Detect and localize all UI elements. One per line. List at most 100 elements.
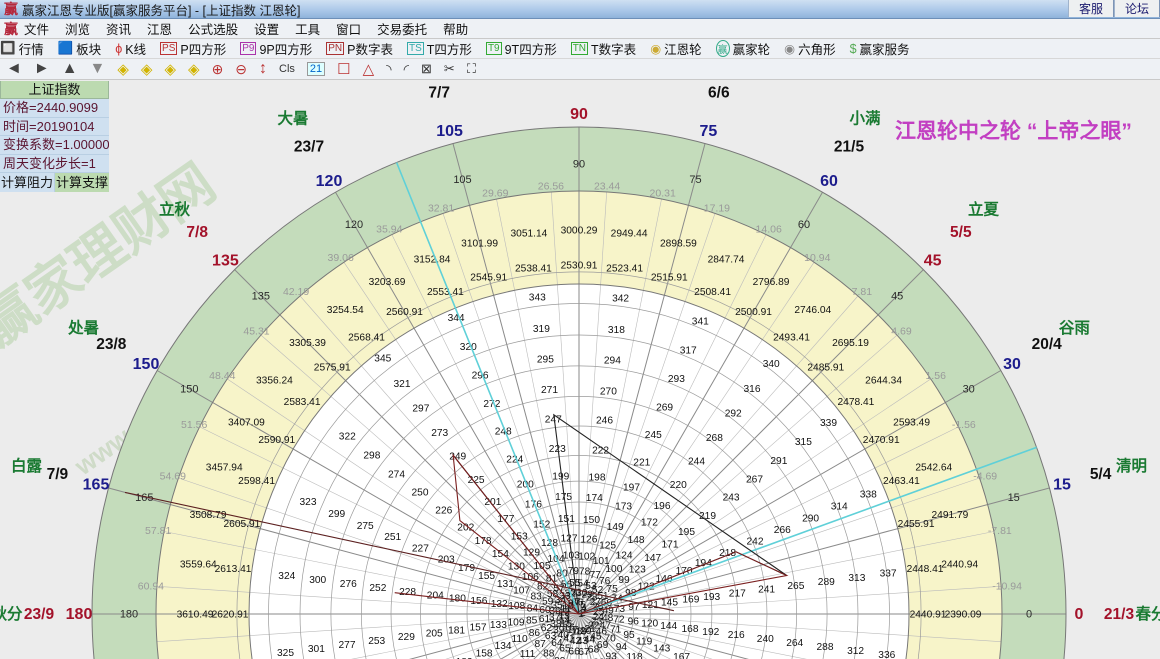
svg-text:167: 167 — [673, 652, 690, 659]
svg-text:173: 173 — [615, 502, 632, 513]
svg-text:20/4: 20/4 — [1032, 336, 1063, 353]
svg-text:42.19: 42.19 — [283, 286, 309, 298]
svg-text:143: 143 — [653, 644, 670, 655]
svg-text:290: 290 — [802, 514, 819, 525]
svg-text:123: 123 — [629, 565, 646, 576]
svg-text:2613.41: 2613.41 — [215, 564, 252, 575]
svg-text:344: 344 — [448, 313, 465, 324]
svg-text:3559.64: 3559.64 — [180, 559, 217, 570]
svg-text:315: 315 — [795, 437, 812, 448]
svg-text:7/8: 7/8 — [186, 224, 208, 241]
svg-text:29.69: 29.69 — [482, 188, 508, 200]
svg-text:318: 318 — [608, 325, 625, 336]
svg-text:2553.41: 2553.41 — [427, 287, 464, 298]
svg-text:195: 195 — [678, 527, 695, 538]
svg-text:2542.64: 2542.64 — [915, 462, 952, 473]
svg-text:324: 324 — [278, 571, 295, 582]
svg-text:60: 60 — [820, 173, 838, 190]
svg-text:252: 252 — [369, 583, 386, 594]
svg-text:227: 227 — [412, 544, 429, 555]
svg-text:158: 158 — [476, 649, 493, 659]
svg-text:340: 340 — [763, 359, 780, 370]
svg-text:75: 75 — [700, 123, 718, 140]
svg-text:240: 240 — [757, 634, 774, 645]
svg-text:243: 243 — [723, 493, 740, 504]
svg-text:秋分: 秋分 — [0, 604, 23, 623]
svg-text:293: 293 — [668, 374, 685, 385]
svg-text:202: 202 — [457, 523, 474, 534]
svg-text:2575.91: 2575.91 — [314, 363, 351, 374]
svg-text:220: 220 — [670, 480, 687, 491]
svg-text:295: 295 — [537, 355, 554, 366]
svg-text:2440.91: 2440.91 — [910, 609, 947, 620]
svg-text:264: 264 — [786, 638, 803, 649]
svg-text:90: 90 — [573, 159, 585, 171]
svg-text:131: 131 — [497, 579, 514, 590]
svg-text:174: 174 — [586, 493, 603, 504]
svg-text:297: 297 — [412, 403, 429, 414]
svg-text:5/4: 5/4 — [1090, 466, 1112, 483]
svg-text:105: 105 — [453, 174, 471, 186]
svg-text:23/9: 23/9 — [24, 606, 55, 623]
svg-text:193: 193 — [703, 592, 720, 603]
svg-text:51.56: 51.56 — [181, 419, 207, 431]
svg-text:-7.81: -7.81 — [988, 525, 1012, 537]
svg-text:2485.91: 2485.91 — [807, 363, 844, 374]
svg-text:72: 72 — [613, 615, 625, 626]
svg-text:3508.79: 3508.79 — [190, 510, 227, 521]
svg-text:342: 342 — [612, 294, 629, 305]
svg-text:135: 135 — [252, 290, 270, 302]
svg-text:241: 241 — [758, 585, 775, 596]
svg-text:48.44: 48.44 — [209, 370, 235, 382]
svg-text:192: 192 — [702, 627, 719, 638]
svg-text:320: 320 — [460, 342, 477, 353]
svg-text:14.06: 14.06 — [756, 224, 782, 236]
svg-text:150: 150 — [583, 515, 600, 526]
svg-text:2508.41: 2508.41 — [694, 287, 731, 298]
svg-text:3254.54: 3254.54 — [327, 305, 364, 316]
svg-text:15: 15 — [1053, 477, 1071, 494]
svg-text:217: 217 — [729, 589, 746, 600]
svg-text:322: 322 — [339, 432, 356, 443]
svg-text:129: 129 — [523, 548, 540, 559]
svg-text:343: 343 — [529, 292, 546, 303]
svg-text:处暑: 处暑 — [67, 318, 99, 337]
svg-text:345: 345 — [374, 354, 391, 365]
svg-text:216: 216 — [728, 630, 745, 641]
svg-text:2478.41: 2478.41 — [837, 397, 874, 408]
svg-text:3051.14: 3051.14 — [510, 229, 547, 240]
svg-text:2463.41: 2463.41 — [883, 476, 920, 487]
svg-text:白露: 白露 — [11, 456, 43, 475]
svg-text:198: 198 — [589, 473, 606, 484]
svg-text:120: 120 — [316, 173, 343, 190]
svg-text:2538.41: 2538.41 — [515, 263, 552, 274]
svg-text:大暑: 大暑 — [277, 109, 308, 128]
svg-text:145: 145 — [661, 598, 678, 609]
svg-text:294: 294 — [604, 356, 621, 367]
svg-text:2568.41: 2568.41 — [348, 333, 385, 344]
svg-text:317: 317 — [680, 346, 697, 357]
svg-text:6/6: 6/6 — [708, 84, 730, 101]
svg-text:2515.91: 2515.91 — [651, 272, 688, 283]
svg-text:-4.69: -4.69 — [973, 471, 997, 483]
svg-text:3152.84: 3152.84 — [414, 255, 451, 266]
svg-text:289: 289 — [818, 577, 835, 588]
svg-text:204: 204 — [427, 591, 444, 602]
svg-text:77: 77 — [590, 570, 602, 581]
svg-text:-10.94: -10.94 — [992, 580, 1022, 592]
svg-text:39.06: 39.06 — [328, 252, 354, 264]
svg-text:337: 337 — [880, 569, 897, 580]
svg-text:107: 107 — [513, 586, 530, 597]
svg-text:23/8: 23/8 — [96, 336, 127, 353]
svg-text:313: 313 — [848, 573, 865, 584]
svg-text:273: 273 — [431, 428, 448, 439]
svg-text:341: 341 — [692, 316, 709, 327]
svg-text:谷雨: 谷雨 — [1059, 319, 1090, 337]
svg-text:99: 99 — [618, 575, 630, 586]
svg-text:319: 319 — [533, 324, 550, 335]
svg-text:288: 288 — [817, 642, 834, 653]
svg-text:2523.41: 2523.41 — [606, 263, 643, 274]
svg-text:109: 109 — [508, 618, 525, 629]
svg-text:101: 101 — [593, 556, 610, 567]
svg-text:105: 105 — [436, 123, 463, 140]
